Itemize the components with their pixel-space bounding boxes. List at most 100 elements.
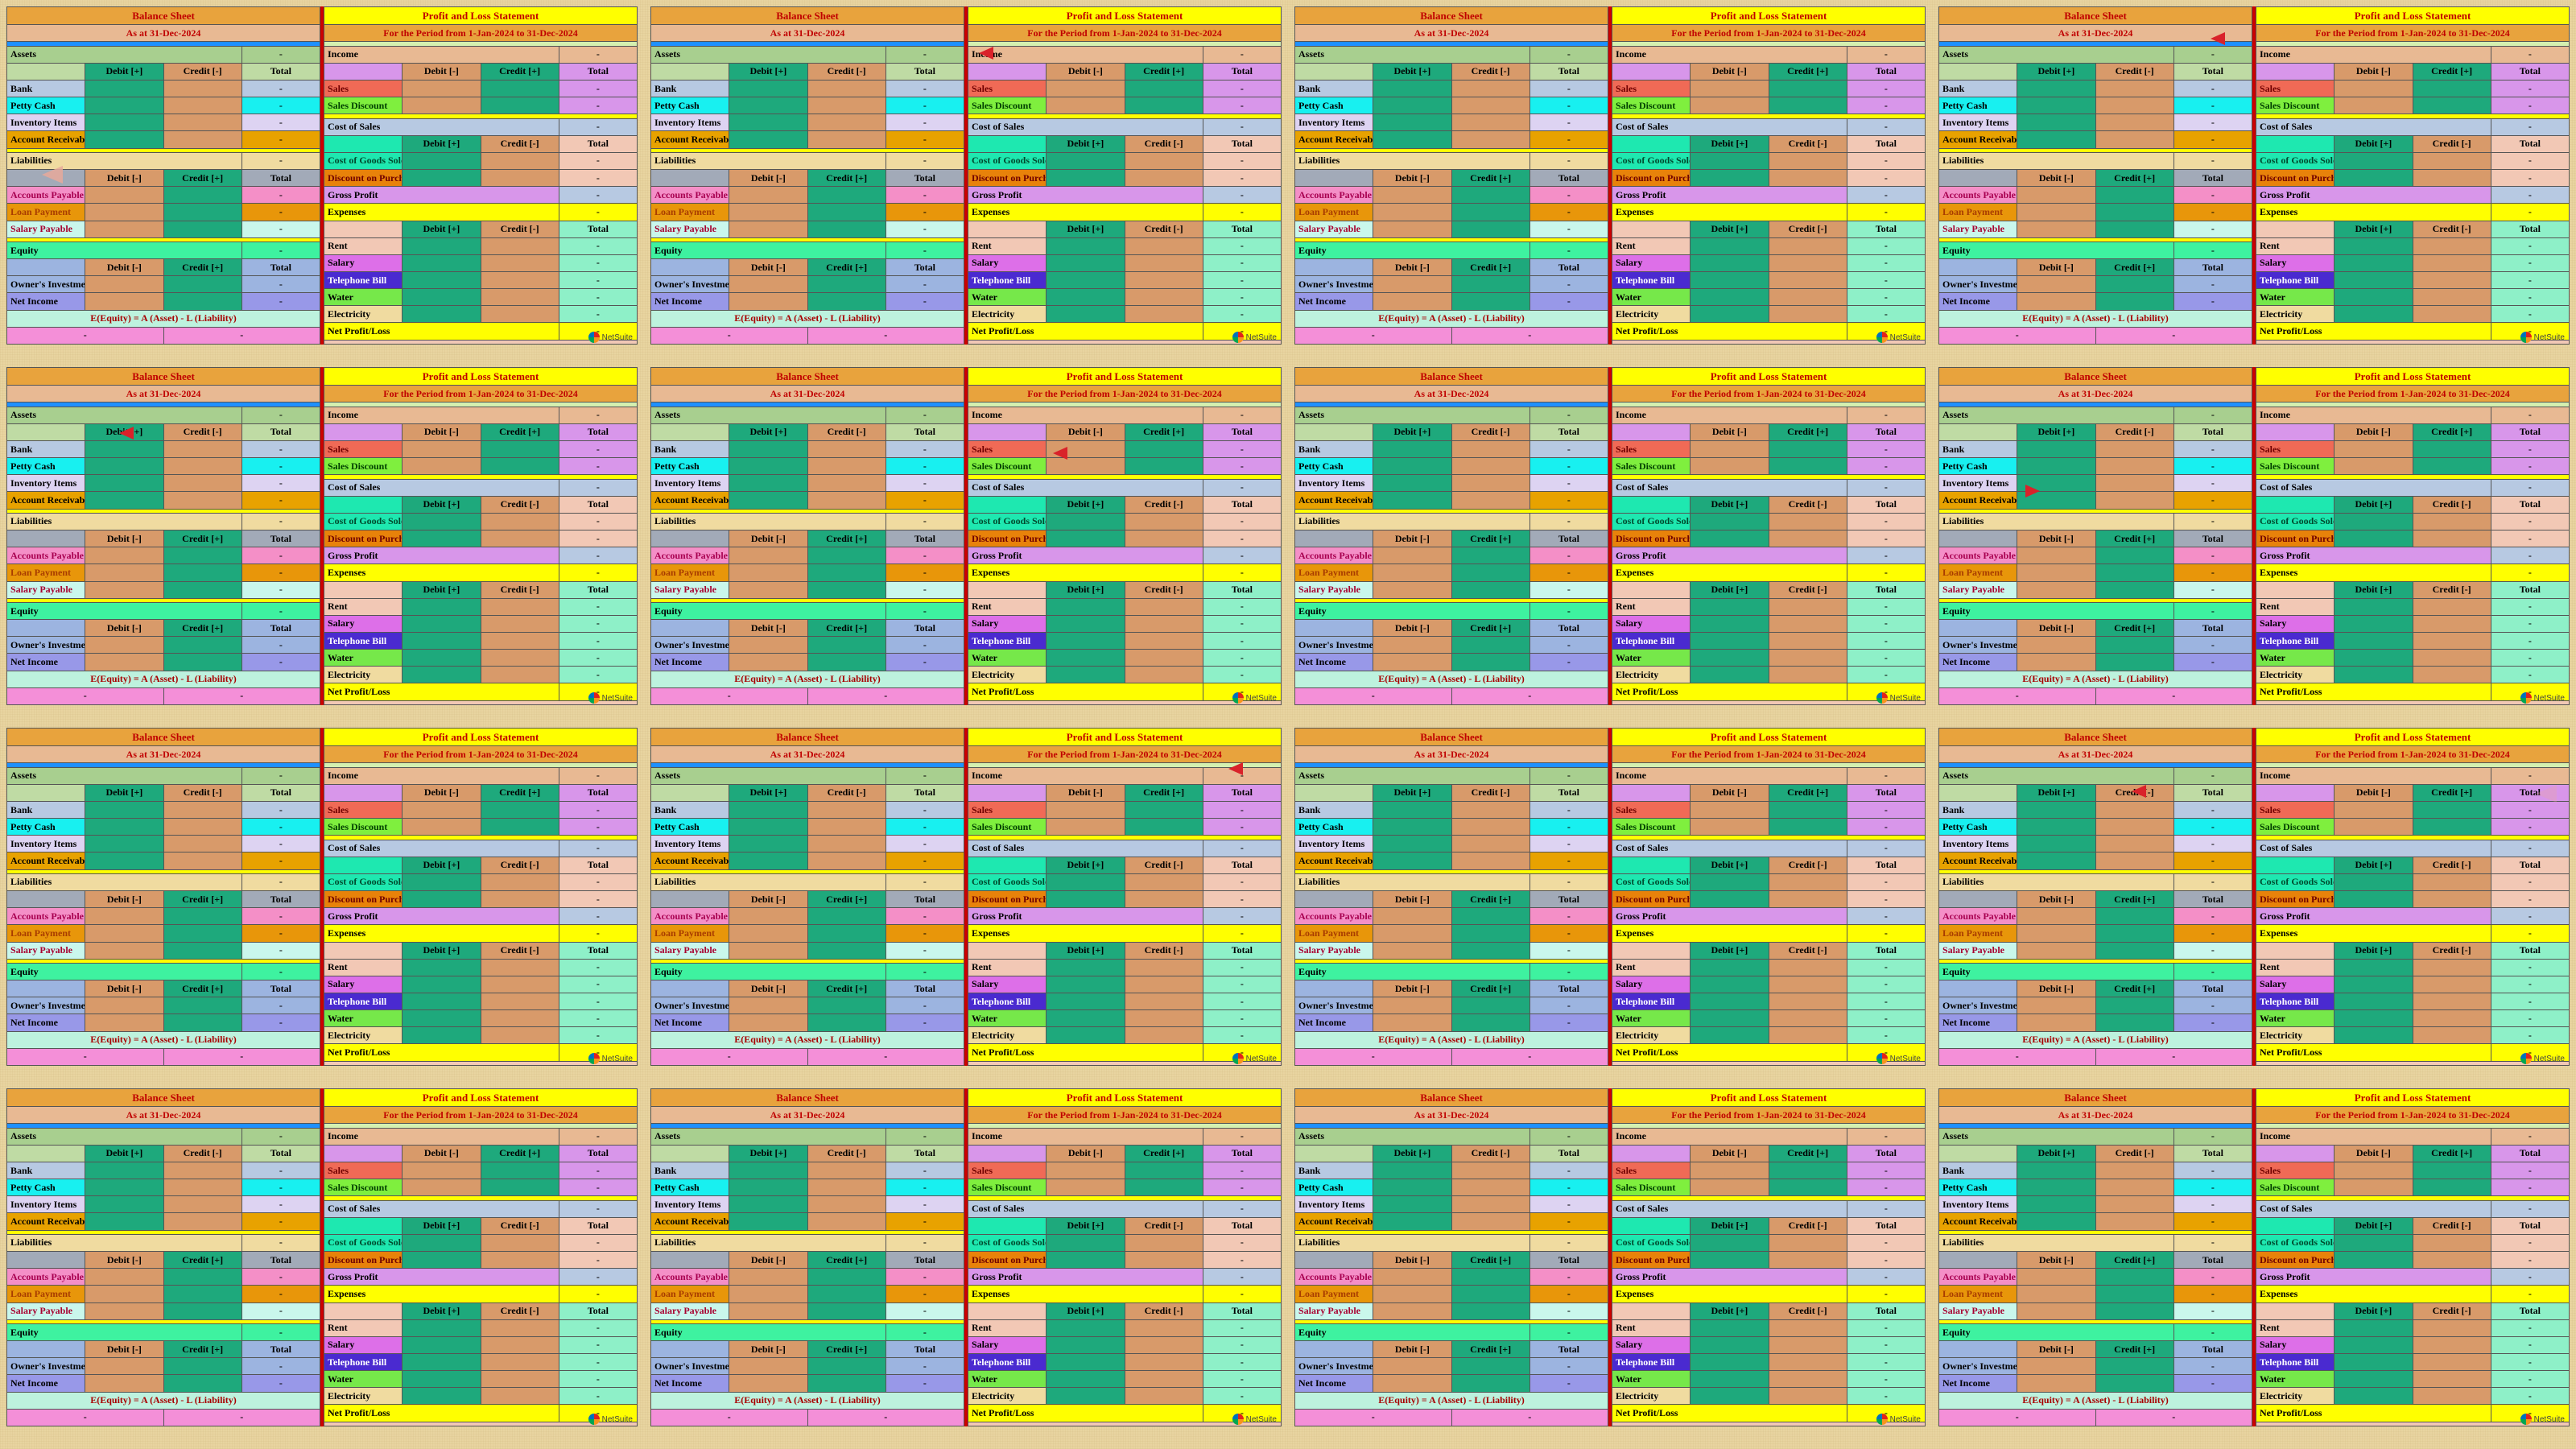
pl-row-cogs-label[interactable]: Cost of Goods Sold xyxy=(968,1234,1046,1251)
pl-row-telephone-label[interactable]: Telephone Bill xyxy=(1612,993,1690,1009)
pl-row-cogs-label[interactable]: Cost of Goods Sold xyxy=(2256,513,2334,530)
balance-sheet-panel[interactable]: Balance Sheet As at 31-Dec-2024 Assets -… xyxy=(6,1088,320,1426)
bs-row-bank-label[interactable]: Bank xyxy=(651,80,729,97)
bs-row-salarypayable-label[interactable]: Salary Payable xyxy=(7,581,85,598)
profit-loss-panel[interactable]: Profit and Loss Statement For the Period… xyxy=(324,367,638,705)
bs-row-pettycash-label[interactable]: Petty Cash xyxy=(1939,819,2017,836)
bs-row-pettycash-label[interactable]: Petty Cash xyxy=(7,97,85,114)
bs-row-ap-label[interactable]: Accounts Payable (A/P) xyxy=(1939,908,2017,925)
bs-row-loan-label[interactable]: Loan Payment xyxy=(7,564,85,581)
bs-row-bank-label[interactable]: Bank xyxy=(1295,1162,1373,1179)
pl-row-cogs-label[interactable]: Cost of Goods Sold xyxy=(1612,873,1690,890)
bs-row-ar-label[interactable]: Account Receivable (A/R) xyxy=(651,131,729,148)
bs-row-salarypayable-label[interactable]: Salary Payable xyxy=(1295,581,1373,598)
bs-row-ar-label[interactable]: Account Receivable (A/R) xyxy=(1939,492,2017,509)
bs-row-loan-label[interactable]: Loan Payment xyxy=(7,925,85,942)
bs-row-netincome-label[interactable]: Net Income xyxy=(1295,654,1373,671)
pl-row-salesdiscount-label[interactable]: Sales Discount xyxy=(324,1179,402,1196)
bs-row-ownerinvestment-label[interactable]: Owner's Investment xyxy=(651,1358,729,1375)
bs-row-ar-label[interactable]: Account Receivable (A/R) xyxy=(1939,1213,2017,1230)
pl-row-water-label[interactable]: Water xyxy=(2256,650,2334,667)
balance-sheet-panel[interactable]: Balance Sheet As at 31-Dec-2024 Assets -… xyxy=(650,1088,964,1426)
profit-loss-panel[interactable]: Profit and Loss Statement For the Period… xyxy=(324,728,638,1066)
bs-row-ap-label[interactable]: Accounts Payable (A/P) xyxy=(651,547,729,564)
bs-row-ownerinvestment-label[interactable]: Owner's Investment xyxy=(1939,997,2017,1014)
profit-loss-panel[interactable]: Profit and Loss Statement For the Period… xyxy=(324,6,638,345)
bs-row-inventory-label[interactable]: Inventory Items xyxy=(651,836,729,852)
pl-row-electricity-label[interactable]: Electricity xyxy=(968,1027,1046,1044)
pl-row-water-label[interactable]: Water xyxy=(324,289,402,306)
pl-row-salary-label[interactable]: Salary xyxy=(1612,1336,1690,1353)
bs-row-ownerinvestment-label[interactable]: Owner's Investment xyxy=(7,637,85,654)
pl-row-cogs-label[interactable]: Cost of Goods Sold xyxy=(2256,873,2334,890)
pl-row-rent-label[interactable]: Rent xyxy=(2256,598,2334,615)
bs-row-ar-label[interactable]: Account Receivable (A/R) xyxy=(1295,1213,1373,1230)
pl-row-salesdiscount-label[interactable]: Sales Discount xyxy=(324,819,402,836)
bs-row-loan-label[interactable]: Loan Payment xyxy=(7,204,85,221)
pl-row-telephone-label[interactable]: Telephone Bill xyxy=(2256,271,2334,288)
bs-row-loan-label[interactable]: Loan Payment xyxy=(1939,204,2017,221)
pl-row-water-label[interactable]: Water xyxy=(1612,1371,1690,1388)
bs-row-salarypayable-label[interactable]: Salary Payable xyxy=(651,221,729,237)
bs-row-pettycash-label[interactable]: Petty Cash xyxy=(1295,458,1373,475)
bs-row-netincome-label[interactable]: Net Income xyxy=(651,293,729,310)
pl-row-water-label[interactable]: Water xyxy=(968,1010,1046,1027)
pl-row-water-label[interactable]: Water xyxy=(324,1371,402,1388)
bs-row-bank-label[interactable]: Bank xyxy=(7,440,85,457)
balance-sheet-panel[interactable]: Balance Sheet As at 31-Dec-2024 Assets -… xyxy=(1294,728,1608,1066)
pl-row-salesdiscount-label[interactable]: Sales Discount xyxy=(1612,458,1690,475)
balance-sheet-panel[interactable]: Balance Sheet As at 31-Dec-2024 Assets -… xyxy=(6,728,320,1066)
bs-row-inventory-label[interactable]: Inventory Items xyxy=(651,1196,729,1213)
bs-row-inventory-label[interactable]: Inventory Items xyxy=(7,475,85,492)
bs-row-ap-label[interactable]: Accounts Payable (A/P) xyxy=(1295,547,1373,564)
pl-row-sales-label[interactable]: Sales xyxy=(968,440,1046,457)
pl-row-electricity-label[interactable]: Electricity xyxy=(1612,306,1690,323)
balance-sheet-panel[interactable]: Balance Sheet As at 31-Dec-2024 Assets -… xyxy=(1938,1088,2252,1426)
balance-sheet-panel[interactable]: Balance Sheet As at 31-Dec-2024 Assets -… xyxy=(1938,728,2252,1066)
pl-row-telephone-label[interactable]: Telephone Bill xyxy=(324,632,402,649)
pl-row-cogs-label[interactable]: Cost of Goods Sold xyxy=(1612,1234,1690,1251)
bs-row-ownerinvestment-label[interactable]: Owner's Investment xyxy=(1295,276,1373,293)
pl-row-rent-label[interactable]: Rent xyxy=(2256,1319,2334,1336)
bs-row-inventory-label[interactable]: Inventory Items xyxy=(651,475,729,492)
pl-row-salesdiscount-label[interactable]: Sales Discount xyxy=(968,458,1046,475)
pl-row-discountpurchase-label[interactable]: Discount on Purchase xyxy=(1612,891,1690,908)
pl-row-sales-label[interactable]: Sales xyxy=(324,801,402,818)
bs-row-bank-label[interactable]: Bank xyxy=(651,801,729,818)
profit-loss-panel[interactable]: Profit and Loss Statement For the Period… xyxy=(2256,728,2570,1066)
pl-row-salary-label[interactable]: Salary xyxy=(968,1336,1046,1353)
bs-row-ap-label[interactable]: Accounts Payable (A/P) xyxy=(7,547,85,564)
pl-row-salary-label[interactable]: Salary xyxy=(2256,976,2334,993)
pl-row-rent-label[interactable]: Rent xyxy=(2256,959,2334,976)
bs-row-ar-label[interactable]: Account Receivable (A/R) xyxy=(7,131,85,148)
profit-loss-panel[interactable]: Profit and Loss Statement For the Period… xyxy=(1612,367,1926,705)
bs-row-ap-label[interactable]: Accounts Payable (A/P) xyxy=(7,187,85,204)
bs-row-ownerinvestment-label[interactable]: Owner's Investment xyxy=(651,276,729,293)
pl-row-discountpurchase-label[interactable]: Discount on Purchase xyxy=(1612,1252,1690,1269)
bs-row-netincome-label[interactable]: Net Income xyxy=(1939,1014,2017,1031)
bs-row-ownerinvestment-label[interactable]: Owner's Investment xyxy=(651,997,729,1014)
profit-loss-panel[interactable]: Profit and Loss Statement For the Period… xyxy=(968,6,1282,345)
pl-row-cogs-label[interactable]: Cost of Goods Sold xyxy=(324,873,402,890)
profit-loss-panel[interactable]: Profit and Loss Statement For the Period… xyxy=(1612,6,1926,345)
pl-row-salary-label[interactable]: Salary xyxy=(1612,615,1690,632)
bs-row-ap-label[interactable]: Accounts Payable (A/P) xyxy=(1295,908,1373,925)
profit-loss-panel[interactable]: Profit and Loss Statement For the Period… xyxy=(1612,728,1926,1066)
bs-row-netincome-label[interactable]: Net Income xyxy=(7,293,85,310)
bs-row-loan-label[interactable]: Loan Payment xyxy=(651,204,729,221)
bs-row-netincome-label[interactable]: Net Income xyxy=(7,1375,85,1392)
bs-row-bank-label[interactable]: Bank xyxy=(1295,80,1373,97)
bs-row-pettycash-label[interactable]: Petty Cash xyxy=(1939,1179,2017,1196)
pl-row-salesdiscount-label[interactable]: Sales Discount xyxy=(2256,97,2334,114)
balance-sheet-panel[interactable]: Balance Sheet As at 31-Dec-2024 Assets -… xyxy=(650,6,964,345)
pl-row-telephone-label[interactable]: Telephone Bill xyxy=(2256,993,2334,1009)
pl-row-cogs-label[interactable]: Cost of Goods Sold xyxy=(968,873,1046,890)
bs-row-inventory-label[interactable]: Inventory Items xyxy=(7,1196,85,1213)
bs-row-ar-label[interactable]: Account Receivable (A/R) xyxy=(1939,852,2017,869)
bs-row-bank-label[interactable]: Bank xyxy=(7,1162,85,1179)
pl-row-telephone-label[interactable]: Telephone Bill xyxy=(968,1353,1046,1370)
bs-row-ownerinvestment-label[interactable]: Owner's Investment xyxy=(7,276,85,293)
balance-sheet-panel[interactable]: Balance Sheet As at 31-Dec-2024 Assets -… xyxy=(6,6,320,345)
balance-sheet-panel[interactable]: Balance Sheet As at 31-Dec-2024 Assets -… xyxy=(1938,6,2252,345)
pl-row-rent-label[interactable]: Rent xyxy=(968,959,1046,976)
